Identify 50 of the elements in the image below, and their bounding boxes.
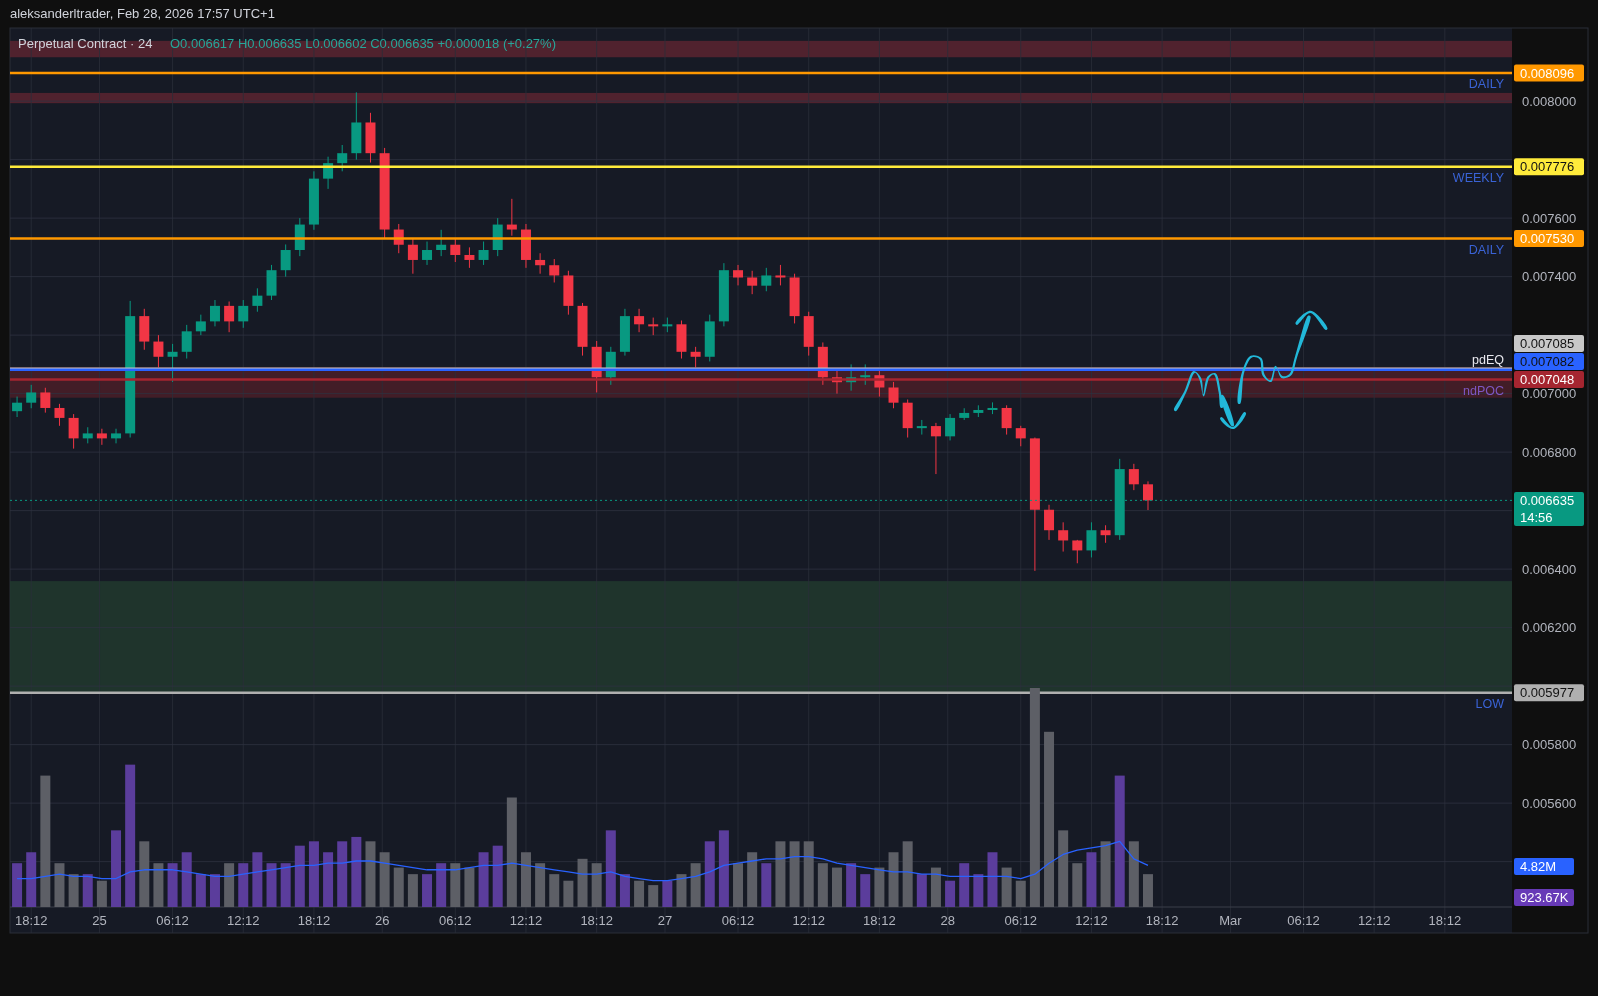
x-tick-label: 18:12 [297, 913, 331, 928]
x-tick-label: 18:12 [863, 913, 896, 928]
ref-line-label: 0.007082 [1520, 354, 1575, 370]
annotation: WEEKLY [1452, 170, 1505, 185]
y-tick-label: 0.006400 [1522, 561, 1577, 577]
x-tick-label: 12:12 [1357, 913, 1391, 928]
annotation: ndPOC [1463, 383, 1504, 398]
x-tick-label: 12:12 [1075, 913, 1108, 928]
annotation: DAILY [1468, 242, 1505, 257]
x-tick-label: 12:12 [792, 913, 825, 928]
x-tick-label: 25 [92, 913, 107, 928]
x-tick-label: 28 [940, 913, 955, 928]
text: 14:56 [1520, 509, 1553, 525]
x-tick-label: 26 [375, 913, 390, 928]
annotation: LOW [1475, 696, 1505, 711]
x-tick-label: 06:12 [721, 913, 755, 928]
annotation: DAILY [1468, 77, 1505, 92]
y-tick-label: 0.007000 [1522, 386, 1577, 402]
x-tick-label: 18:12 [580, 913, 613, 928]
y-tick-label: 0.005600 [1522, 795, 1577, 811]
x-tick-label: 06:12 [1004, 913, 1038, 928]
y-tick-label: 0.006200 [1522, 620, 1577, 636]
y-tick-label: 0.007400 [1522, 269, 1577, 285]
annotation: pdEQ [1472, 352, 1505, 367]
y-tick-label: 0.006800 [1522, 444, 1577, 460]
ref-line-label: 0.007530 [1520, 231, 1575, 247]
ref-line-label: 0.008096 [1520, 65, 1575, 81]
x-tick-label: 27 [657, 913, 673, 928]
x-tick-label: 06:12 [439, 913, 472, 928]
text: 4.82M [1520, 859, 1557, 874]
ref-line-label: 0.007776 [1520, 159, 1575, 175]
x-tick-label: 12:12 [509, 913, 543, 928]
x-tick-label: 12:12 [226, 913, 260, 928]
ref-line-label: 0.007048 [1520, 372, 1575, 388]
y-tick-label: 0.008000 [1522, 93, 1577, 109]
text: aleksanderltrader, Feb 28, 2026 17:57 UTC+1 [10, 6, 275, 21]
x-tick-label: 06:12 [1287, 913, 1320, 928]
y-tick-label: 0.007600 [1522, 210, 1577, 226]
x-tick-label: 06:12 [156, 913, 189, 928]
x-tick-label: Mar [1219, 913, 1243, 928]
x-tick-label: 18:12 [1428, 913, 1462, 928]
x-tick-label: 18:12 [1145, 913, 1179, 928]
ref-line-label: 0.005977 [1520, 685, 1575, 701]
ref-line-label: 0.007085 [1520, 336, 1575, 352]
text: O0.006617 H0.006635 L0.006602 C0.006635 +0.000018 (+0.27%) [170, 36, 556, 51]
text: Perpetual Contract · 24 [18, 36, 153, 51]
y-tick-label: 0.005800 [1522, 737, 1577, 753]
ref-line-label: 0.006635 [1520, 492, 1575, 508]
text: 923.67K [1520, 890, 1569, 905]
x-tick-label: 18:12 [14, 913, 48, 928]
